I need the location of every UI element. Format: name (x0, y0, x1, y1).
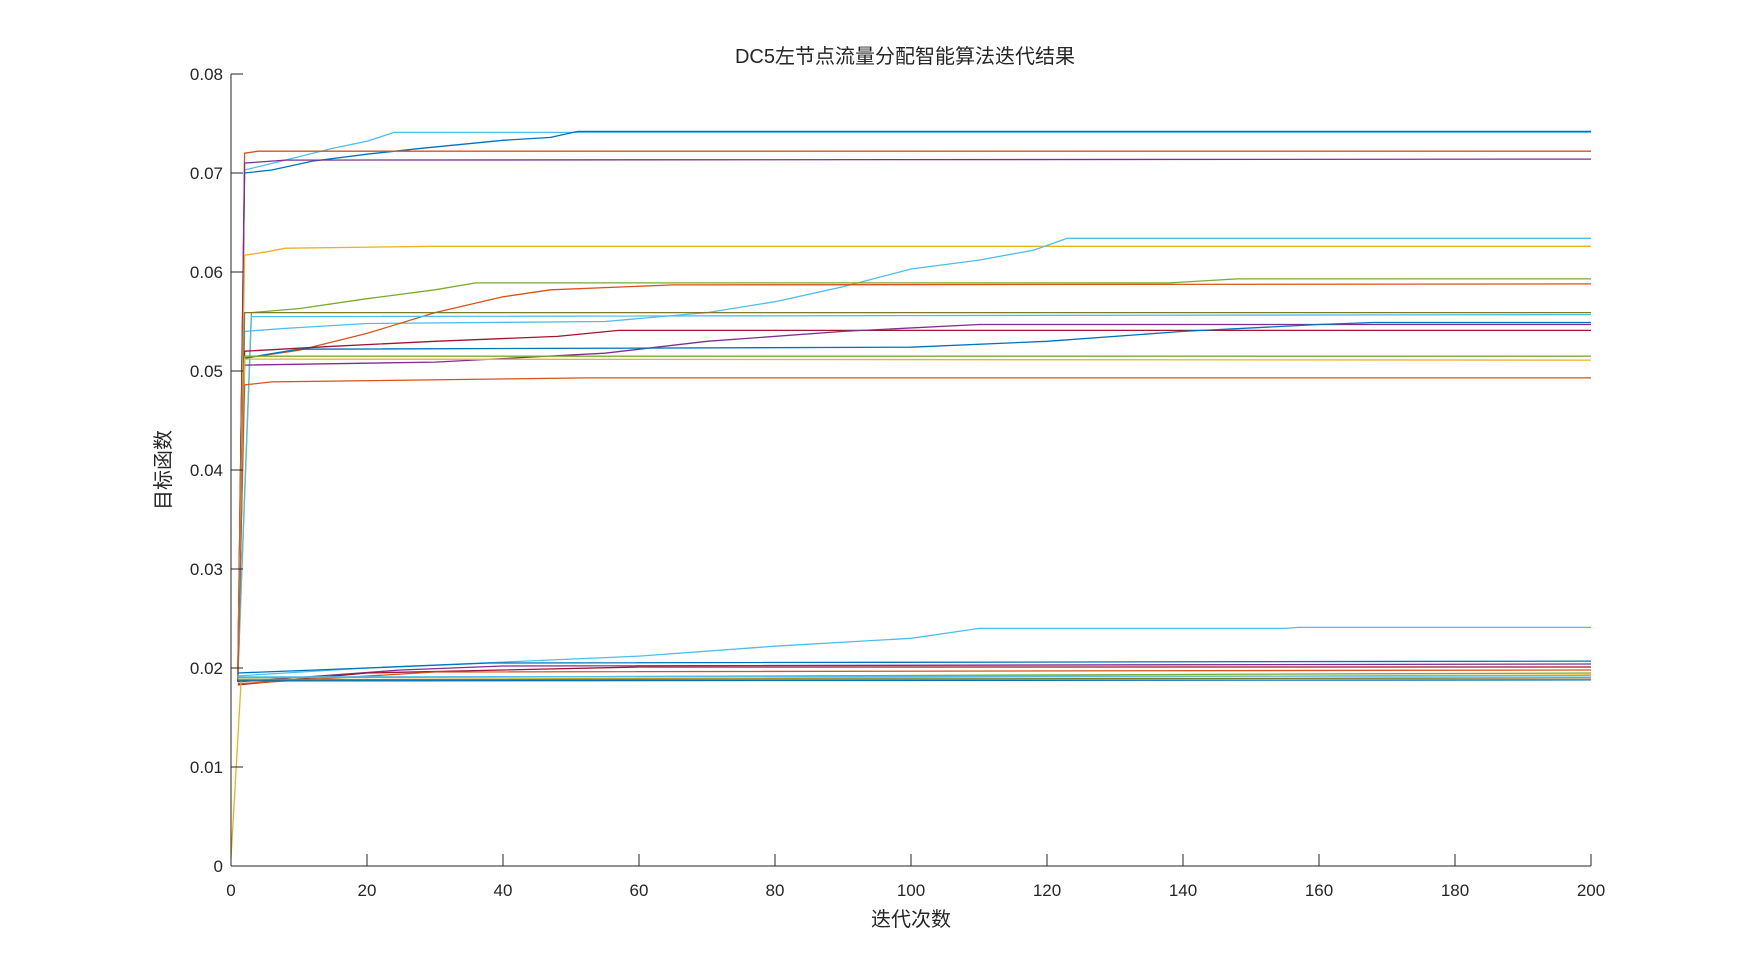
y-ticks: 0 0.01 0.02 0.03 0.04 0.05 0.06 0.07 0.08 (190, 65, 243, 876)
plot-series-group (230, 130, 1592, 859)
series-line-11 (237, 329, 1591, 681)
series-line-20 (237, 666, 1591, 686)
y-tick-label: 0 (214, 857, 223, 876)
y-tick-label: 0.01 (190, 758, 223, 777)
series-line-16 (237, 377, 1591, 680)
x-axis-label: 迭代次数 (871, 908, 951, 931)
series-line-19 (237, 663, 1592, 683)
x-tick-label: 60 (630, 881, 649, 900)
y-axis-label: 目标函数 (152, 430, 175, 510)
x-tick-label: 120 (1033, 881, 1061, 900)
x-tick-label: 0 (226, 881, 235, 900)
y-tick-label: 0.08 (190, 65, 223, 84)
series-line-24 (237, 677, 1592, 681)
series-line-12 (237, 323, 1591, 682)
x-tick-label: 200 (1577, 881, 1605, 900)
series-line-18 (237, 660, 1592, 674)
series-line-10 (237, 313, 1592, 678)
x-tick-label: 40 (494, 881, 513, 900)
series-line-25 (237, 675, 1592, 678)
x-tick-label: 180 (1441, 881, 1469, 900)
x-tick-label: 20 (358, 881, 377, 900)
y-tick-label: 0.03 (190, 560, 223, 579)
x-tick-label: 100 (897, 881, 925, 900)
y-tick-label: 0.07 (190, 164, 223, 183)
x-tick-label: 160 (1305, 881, 1333, 900)
y-tick-label: 0.02 (190, 659, 223, 678)
series-line-13 (237, 321, 1591, 677)
x-ticks: 0 20 40 60 80 100 120 140 160 180 200 (226, 854, 1605, 900)
y-tick-label: 0.05 (190, 362, 223, 381)
y-tick-label: 0.04 (190, 461, 223, 480)
series-line-6 (237, 237, 1591, 676)
series-line-7 (237, 278, 1591, 678)
x-tick-label: 140 (1169, 881, 1197, 900)
series-line-4 (237, 158, 1592, 682)
series-line-26 (237, 679, 1592, 682)
series-line-5 (237, 245, 1591, 680)
y-tick-label: 0.06 (190, 263, 223, 282)
x-tick-label: 80 (766, 881, 785, 900)
chart-title: DC5左节点流量分配智能算法迭代结果 (735, 45, 1075, 68)
